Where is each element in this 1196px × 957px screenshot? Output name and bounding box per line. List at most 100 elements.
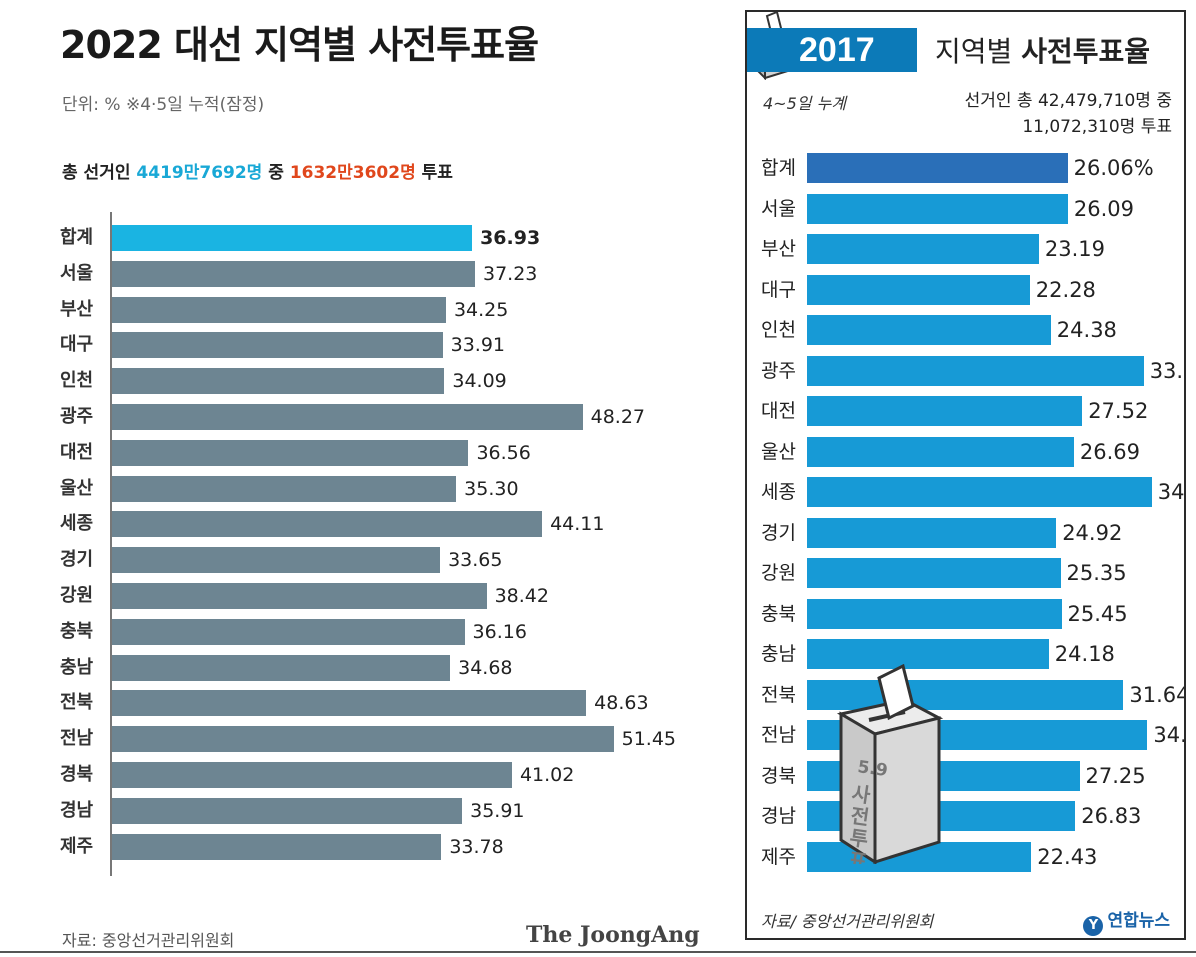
category-label-2022: 서울 (60, 262, 94, 284)
bar-2022 (112, 260, 475, 287)
value-label-2017: 26.83 (1081, 804, 1142, 828)
yonhap-icon: Y (1083, 916, 1104, 936)
category-label-2017: 대구 (761, 278, 796, 301)
bar-2017 (807, 679, 1124, 710)
bar-2017 (807, 274, 1030, 305)
bar-2022 (112, 296, 446, 323)
value-label-2017: 26.09 (1073, 196, 1135, 221)
category-label-2022: 울산 (60, 477, 94, 499)
bar-2022 (112, 547, 441, 574)
category-label-2022: 인천 (60, 370, 94, 392)
value-label-2017: 34.48 (1157, 480, 1185, 504)
left-panel-2022: 2022 대선 지역별 사전투표율 단위: % ※4·5일 누적(잠정) 총 선… (60, 23, 700, 950)
category-label-2022: 충북 (60, 620, 94, 642)
bar-2022 (112, 583, 487, 609)
category-label-2017: 인천 (761, 319, 796, 341)
bar-2022 (112, 225, 473, 251)
value-label-2022: 41.02 (519, 764, 575, 786)
bar-2017 (807, 396, 1083, 426)
joongang-logo: The JoongAng (526, 922, 700, 948)
value-label-2022: 34.09 (452, 370, 507, 393)
bar-2022 (112, 690, 587, 717)
bar-2017 (807, 234, 1039, 264)
chart-title-2017: 지역별 사전투표율 (935, 30, 1150, 70)
summary-electorate: 4419만7692명 (136, 163, 263, 183)
value-label-2017: 24.92 (1062, 520, 1123, 545)
bar-2022 (112, 762, 512, 788)
category-label-2017: 울산 (761, 440, 796, 463)
bar-2017 (807, 558, 1061, 588)
value-label-2017: 23.19 (1044, 237, 1106, 261)
value-label-2022: 33.78 (449, 835, 504, 858)
summary-suffix: 투표 (415, 163, 453, 183)
bar-2022 (112, 439, 469, 466)
value-label-2022: 44.11 (550, 513, 605, 536)
value-label-2017: 31.64 (1129, 682, 1186, 707)
ballot-box-illustration: 5.9 사 전 투 표 (836, 664, 944, 864)
category-label-2017: 합계 (761, 157, 796, 179)
y-axis-line-2022 (110, 212, 112, 876)
chart-title-2022: 2022 대선 지역별 사전투표율 (60, 23, 539, 67)
yonhap-name: 연합뉴스 (1107, 911, 1170, 931)
category-label-2022: 광주 (60, 406, 94, 427)
category-label-2022: 전남 (60, 728, 94, 750)
category-label-2017: 경북 (761, 764, 796, 787)
value-label-2022: 35.30 (464, 477, 519, 500)
bar-2017 (807, 315, 1051, 345)
value-label-2022: 36.56 (476, 441, 531, 464)
bar-2017 (807, 193, 1068, 224)
bar-2017 (807, 639, 1049, 669)
category-label-2022: 강원 (60, 585, 94, 606)
category-label-2022: 세종 (60, 513, 94, 535)
ballot-char-2: 전 (849, 803, 871, 829)
value-label-2017: 22.43 (1037, 844, 1098, 869)
value-label-2022: 35.91 (470, 799, 525, 822)
category-label-2017: 충남 (761, 643, 796, 665)
value-label-2017: 22.28 (1035, 277, 1096, 302)
category-label-2017: 대전 (761, 400, 796, 422)
voters-voted: 11,072,310명 투표 (1022, 117, 1172, 137)
source-2022: 자료: 중앙선거관리위원회 (62, 931, 235, 950)
value-label-2022: 33.65 (448, 549, 503, 572)
value-label-2017: 26.69 (1079, 439, 1141, 464)
ballot-date: 5.9 (856, 757, 889, 781)
bar-2017 (807, 436, 1074, 467)
source-2017: 자료/ 중앙선거관리위원회 (761, 912, 934, 931)
value-label-2022: 36.16 (472, 620, 527, 643)
title-regular: 지역별 (935, 35, 1022, 68)
value-label-2017: 24.18 (1054, 642, 1115, 666)
category-label-2017: 광주 (761, 359, 796, 382)
category-label-2017: 경남 (761, 805, 796, 827)
bar-2022 (112, 511, 543, 538)
year-2017: 2017 (799, 31, 875, 69)
category-label-2017: 제주 (761, 845, 796, 868)
category-label-2022: 합계 (60, 227, 94, 248)
value-label-2022: 36.93 (480, 227, 541, 249)
category-label-2017: 전북 (761, 683, 796, 706)
category-label-2022: 대전 (60, 441, 94, 463)
bar-2022 (112, 332, 443, 359)
value-label-2017: 25.45 (1067, 601, 1128, 626)
category-label-2017: 전남 (761, 724, 796, 746)
yonhap-logo: Y 연합뉴스 (1083, 906, 1170, 936)
category-label-2022: 대구 (60, 334, 94, 356)
bar-2022 (112, 618, 465, 645)
voter-summary-2022: 총 선거인 4419만7692명 중 1632만3602명 투표 (62, 158, 453, 183)
category-label-2022: 제주 (60, 835, 94, 857)
ballot-text: 사 전 투 표 (841, 781, 883, 864)
bar-2022 (112, 726, 614, 753)
value-label-2022: 51.45 (621, 728, 677, 751)
ballot-char-4: 표 (847, 847, 869, 864)
value-label-2017: 33.67 (1149, 358, 1184, 383)
value-label-2017: 24.38 (1056, 318, 1117, 342)
bar-2022 (112, 654, 451, 681)
unit-note-2022: 단위: % ※4·5일 누적(잠정) (62, 95, 265, 115)
voters-total: 선거인 총 42,479,710명 중 (964, 91, 1172, 111)
value-label-2017: 34.04 (1153, 723, 1184, 747)
title-bold: 사전투표율 (1021, 35, 1150, 68)
summary-voted: 1632만3602명 (289, 163, 416, 183)
category-label-2022: 부산 (60, 298, 94, 320)
category-label-2022: 경기 (60, 549, 94, 571)
bar-2022 (112, 797, 463, 824)
bar-2022 (112, 404, 583, 430)
